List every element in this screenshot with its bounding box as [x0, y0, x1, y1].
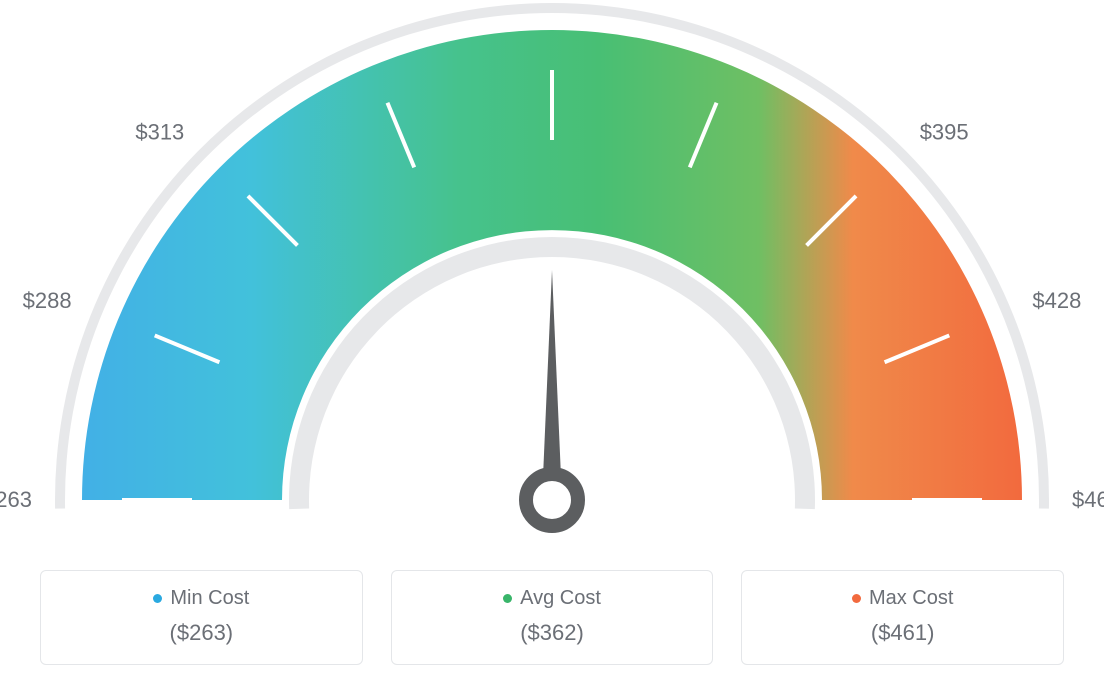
summary-cards: Min Cost ($263) Avg Cost ($362) Max Cost… [0, 570, 1104, 665]
min-cost-label: Min Cost [170, 587, 249, 610]
gauge-svg: $263$288$313$362$395$428$461 [0, 0, 1104, 560]
max-cost-title: Max Cost [852, 587, 953, 610]
max-cost-label: Max Cost [869, 587, 953, 610]
gauge-tick-label: $461 [1072, 487, 1104, 512]
min-dot-icon [153, 594, 162, 603]
gauge-needle-hub [526, 474, 578, 526]
gauge-needle [542, 270, 562, 500]
avg-dot-icon [503, 594, 512, 603]
gauge-tick-label: $428 [1032, 288, 1081, 313]
cost-gauge: $263$288$313$362$395$428$461 [0, 0, 1104, 560]
min-cost-value: ($263) [61, 620, 342, 646]
gauge-tick-label: $313 [135, 119, 184, 144]
avg-cost-value: ($362) [412, 620, 693, 646]
avg-cost-title: Avg Cost [503, 587, 601, 610]
min-cost-title: Min Cost [153, 587, 249, 610]
max-cost-card: Max Cost ($461) [741, 570, 1064, 665]
gauge-tick-label: $263 [0, 487, 32, 512]
min-cost-card: Min Cost ($263) [40, 570, 363, 665]
gauge-tick-label: $288 [23, 288, 72, 313]
avg-cost-card: Avg Cost ($362) [391, 570, 714, 665]
gauge-tick-label: $395 [920, 119, 969, 144]
max-cost-value: ($461) [762, 620, 1043, 646]
avg-cost-label: Avg Cost [520, 587, 601, 610]
max-dot-icon [852, 594, 861, 603]
